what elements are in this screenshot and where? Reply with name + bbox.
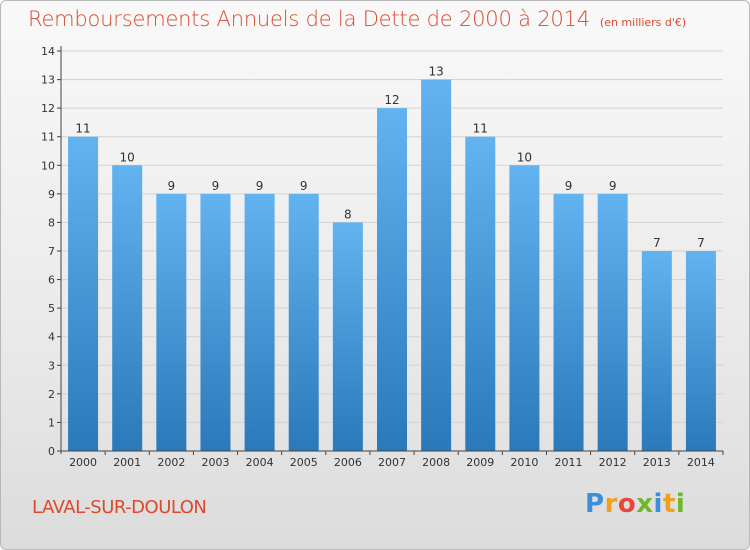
y-tick-label: 13 xyxy=(41,74,55,87)
data-label: 12 xyxy=(384,93,399,107)
y-tick-label: 5 xyxy=(48,302,55,315)
bar xyxy=(509,165,540,452)
x-tick-label: 2001 xyxy=(113,456,141,469)
x-tick-label: 2004 xyxy=(246,456,274,469)
data-label: 9 xyxy=(256,179,264,193)
y-tick-label: 6 xyxy=(48,274,55,287)
y-tick-label: 4 xyxy=(48,331,55,344)
labels: 0123456789101112131411200010200192002920… xyxy=(41,45,715,469)
logo-letter: r xyxy=(604,489,618,519)
bar xyxy=(685,251,716,451)
data-label: 13 xyxy=(428,65,443,79)
y-tick-label: 1 xyxy=(48,416,55,429)
bar xyxy=(465,136,496,451)
y-tick-label: 10 xyxy=(41,159,55,172)
x-tick-label: 2011 xyxy=(555,456,583,469)
bar xyxy=(156,193,187,451)
x-tick-label: 2006 xyxy=(334,456,362,469)
x-tick-label: 2002 xyxy=(157,456,185,469)
x-tick-label: 2007 xyxy=(378,456,406,469)
y-tick-label: 0 xyxy=(48,445,55,458)
x-tick-label: 2010 xyxy=(510,456,538,469)
data-label: 7 xyxy=(653,236,661,250)
x-tick-label: 2013 xyxy=(643,456,671,469)
axes xyxy=(57,46,724,455)
data-label: 9 xyxy=(212,179,220,193)
y-tick-label: 11 xyxy=(41,131,55,144)
data-label: 9 xyxy=(168,179,176,193)
bar xyxy=(597,193,628,451)
data-label: 9 xyxy=(565,179,573,193)
y-tick-label: 2 xyxy=(48,388,55,401)
bars xyxy=(68,79,716,452)
data-label: 11 xyxy=(75,122,90,136)
location-name: LAVAL-SUR-DOULON xyxy=(32,497,207,518)
logo-letter: i xyxy=(675,489,686,519)
y-tick-label: 9 xyxy=(48,188,55,201)
y-tick-label: 14 xyxy=(41,45,55,58)
logo-letter: P xyxy=(585,489,605,519)
x-tick-label: 2009 xyxy=(466,456,494,469)
x-tick-label: 2012 xyxy=(599,456,627,469)
bar xyxy=(641,251,672,451)
bar xyxy=(288,193,319,451)
bar xyxy=(68,136,99,451)
data-label: 9 xyxy=(609,179,617,193)
y-tick-label: 8 xyxy=(48,216,55,229)
y-tick-label: 3 xyxy=(48,359,55,372)
x-tick-label: 2000 xyxy=(69,456,97,469)
bar xyxy=(200,193,231,451)
logo-letter: t xyxy=(662,489,676,519)
bar xyxy=(421,79,452,452)
proxiti-logo: Proxiti xyxy=(585,489,685,519)
logo-letter: x xyxy=(636,489,654,519)
data-label: 11 xyxy=(473,122,488,136)
x-tick-label: 2003 xyxy=(201,456,229,469)
data-label: 9 xyxy=(300,179,308,193)
data-label: 10 xyxy=(120,150,135,164)
x-tick-label: 2008 xyxy=(422,456,450,469)
y-tick-label: 12 xyxy=(41,102,55,115)
logo-letter: i xyxy=(653,489,663,519)
bar xyxy=(112,165,143,452)
y-tick-label: 7 xyxy=(48,245,55,258)
x-tick-label: 2005 xyxy=(290,456,318,469)
unit-note: (en milliers d'€) xyxy=(599,16,687,29)
bar xyxy=(553,193,584,451)
data-label: 7 xyxy=(697,236,705,250)
bar xyxy=(377,108,407,452)
data-label: 10 xyxy=(517,150,532,164)
data-label: 8 xyxy=(344,207,352,221)
bar xyxy=(332,222,363,451)
logo-letter: o xyxy=(617,489,637,519)
chart-title-text: Remboursements Annuels de la Dette de 20… xyxy=(28,7,590,31)
x-tick-label: 2014 xyxy=(687,456,715,469)
bar xyxy=(244,193,275,451)
chart-title: Remboursements Annuels de la Dette de 20… xyxy=(28,7,686,31)
